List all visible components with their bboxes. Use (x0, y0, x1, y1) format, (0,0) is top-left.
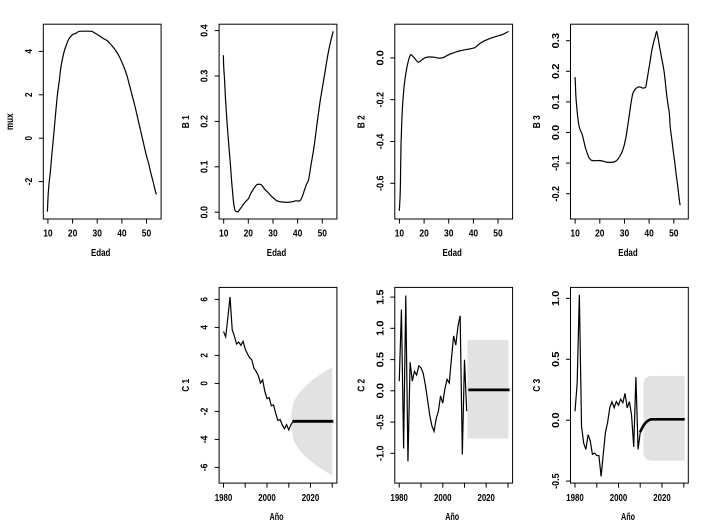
svg-text:0.1: 0.1 (200, 160, 211, 173)
svg-text:-2: -2 (24, 178, 35, 186)
svg-text:0: 0 (200, 381, 211, 386)
svg-text:40: 40 (293, 229, 303, 240)
svg-text:0.0: 0.0 (375, 383, 386, 399)
svg-text:30: 30 (444, 229, 454, 240)
svg-text:2000: 2000 (258, 493, 276, 504)
svg-text:20: 20 (68, 229, 78, 240)
svg-text:0.4: 0.4 (200, 24, 211, 37)
svg-text:30: 30 (620, 229, 630, 240)
svg-text:40: 40 (117, 229, 127, 240)
svg-text:-0.6: -0.6 (375, 175, 386, 191)
svg-text:-0.2: -0.2 (551, 186, 562, 202)
svg-text:20: 20 (595, 229, 605, 240)
svg-text:Edad: Edad (91, 248, 110, 259)
svg-text:-0.5: -0.5 (551, 473, 562, 489)
svg-text:4: 4 (24, 49, 35, 54)
svg-text:C 3: C 3 (532, 379, 543, 392)
svg-text:0.1: 0.1 (551, 94, 562, 110)
svg-text:40: 40 (644, 229, 654, 240)
svg-text:2: 2 (24, 92, 35, 97)
svg-text:1980: 1980 (566, 493, 584, 504)
svg-text:2: 2 (200, 353, 211, 358)
svg-text:C 1: C 1 (181, 379, 192, 392)
svg-text:1.0: 1.0 (375, 320, 386, 336)
svg-text:B 2: B 2 (357, 115, 368, 128)
svg-text:0.5: 0.5 (375, 352, 386, 368)
svg-text:-6: -6 (200, 463, 211, 471)
svg-text:10: 10 (395, 229, 405, 240)
svg-text:0.2: 0.2 (551, 63, 562, 79)
svg-text:1980: 1980 (390, 493, 408, 504)
svg-text:-0.4: -0.4 (375, 134, 386, 150)
svg-text:50: 50 (493, 229, 503, 240)
svg-text:50: 50 (318, 229, 328, 240)
svg-text:C 2: C 2 (357, 379, 368, 392)
svg-text:-4: -4 (200, 435, 211, 443)
svg-text:40: 40 (469, 229, 479, 240)
svg-text:4: 4 (200, 325, 211, 330)
svg-text:0.2: 0.2 (200, 115, 211, 128)
svg-text:B 3: B 3 (532, 115, 543, 128)
svg-text:10: 10 (570, 229, 580, 240)
svg-text:6: 6 (200, 297, 211, 302)
svg-text:Año: Año (270, 512, 284, 523)
svg-text:-0.1: -0.1 (551, 155, 562, 171)
svg-text:10: 10 (43, 229, 53, 240)
svg-text:-0.2: -0.2 (375, 92, 386, 108)
svg-text:Edad: Edad (267, 248, 286, 259)
svg-text:Edad: Edad (618, 248, 637, 259)
svg-text:1.5: 1.5 (375, 289, 386, 305)
svg-text:mux: mux (5, 113, 16, 130)
svg-text:1980: 1980 (215, 493, 233, 504)
svg-text:2000: 2000 (610, 493, 628, 504)
svg-text:0.0: 0.0 (375, 50, 386, 66)
svg-text:-2: -2 (200, 407, 211, 415)
svg-text:1.0: 1.0 (551, 290, 562, 306)
svg-text:30: 30 (93, 229, 103, 240)
svg-text:0.0: 0.0 (200, 206, 211, 219)
svg-text:20: 20 (244, 229, 254, 240)
svg-text:0.3: 0.3 (551, 33, 562, 49)
svg-text:30: 30 (268, 229, 278, 240)
svg-text:0.0: 0.0 (551, 412, 562, 428)
svg-text:-1.0: -1.0 (375, 445, 386, 461)
svg-text:-0.5: -0.5 (375, 414, 386, 430)
svg-text:0.3: 0.3 (200, 69, 211, 82)
svg-text:0.5: 0.5 (551, 351, 562, 367)
svg-text:50: 50 (142, 229, 152, 240)
svg-text:0.0: 0.0 (551, 124, 562, 140)
svg-text:Edad: Edad (443, 248, 462, 259)
svg-text:20: 20 (419, 229, 429, 240)
svg-text:Año: Año (445, 512, 459, 523)
svg-text:2020: 2020 (653, 493, 671, 504)
svg-text:2000: 2000 (434, 493, 452, 504)
svg-text:50: 50 (669, 229, 679, 240)
svg-text:2020: 2020 (477, 493, 495, 504)
svg-text:Año: Año (621, 512, 635, 523)
svg-text:2020: 2020 (302, 493, 320, 504)
svg-text:0: 0 (24, 136, 35, 141)
svg-text:B 1: B 1 (181, 115, 192, 128)
svg-text:10: 10 (219, 229, 229, 240)
